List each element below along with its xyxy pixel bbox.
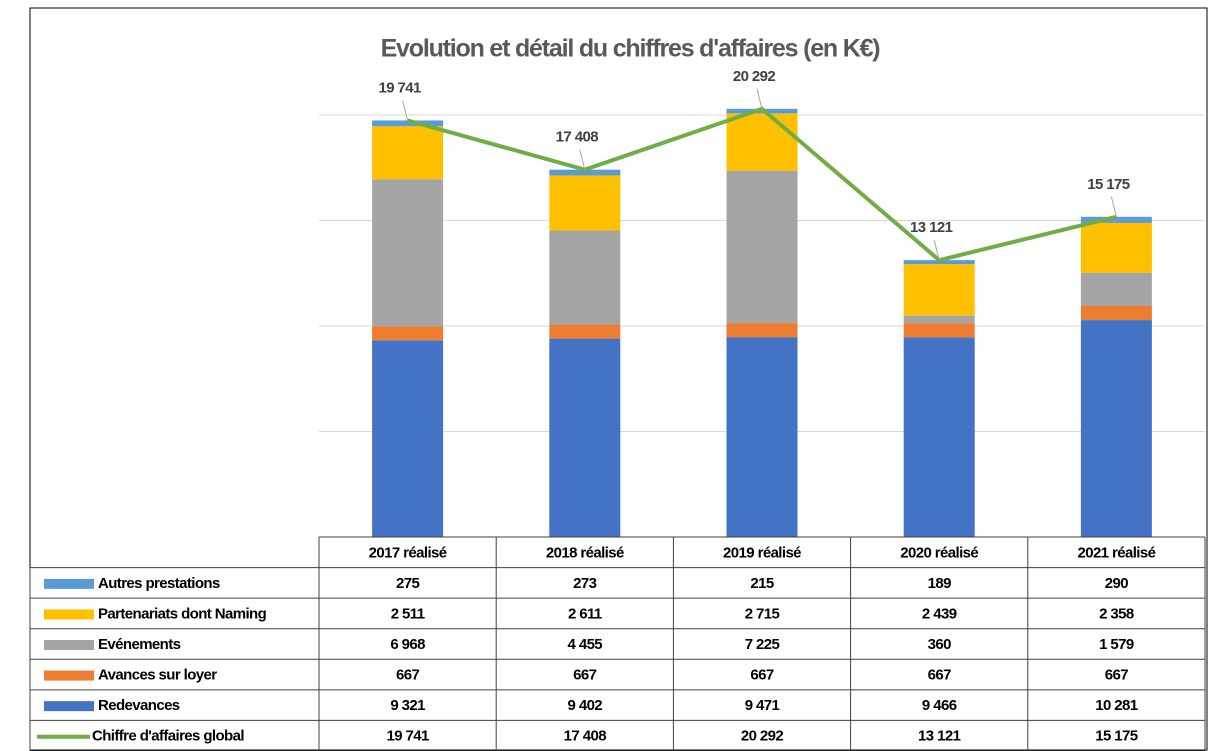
bar-segment — [1080, 320, 1152, 537]
leader-line — [756, 88, 763, 109]
legend-label: Partenariats dont Naming — [98, 605, 267, 622]
bar-segment — [372, 340, 444, 537]
table-cell: 4 455 — [568, 636, 603, 653]
legend-key — [44, 640, 94, 650]
table-cell: 13 121 — [918, 728, 961, 745]
bar-segment — [549, 230, 621, 325]
table-cell: 215 — [750, 575, 773, 592]
table-cell: 19 741 — [386, 728, 429, 745]
bar-segment — [549, 338, 621, 537]
table-cell: 1 579 — [1099, 636, 1134, 653]
table-cell: 9 466 — [922, 697, 957, 714]
leader-line — [579, 149, 586, 170]
legend-label: Avances sur loyer — [98, 667, 217, 684]
legend-label: Autres prestations — [98, 575, 220, 592]
bar-segment — [903, 315, 975, 324]
legend-key — [44, 578, 94, 589]
table-cell: 273 — [573, 575, 596, 592]
bar-segment — [372, 179, 444, 327]
table-cell: 17 408 — [564, 728, 607, 745]
bar-segment — [1080, 222, 1152, 273]
bar-segment — [903, 323, 975, 338]
table-cell: 2 611 — [568, 605, 602, 622]
table-cell: 667 — [396, 667, 419, 684]
table-cell: 189 — [928, 575, 951, 592]
data-label: 19 741 — [378, 79, 421, 96]
x-tick-label: 2017 réalisé — [369, 544, 447, 561]
table-cell: 20 292 — [741, 728, 784, 745]
bar-segment — [549, 175, 621, 231]
bar-segment — [726, 113, 798, 171]
table-cell: 667 — [1105, 667, 1128, 684]
x-tick-label: 2019 réalisé — [723, 544, 801, 561]
x-tick-label: 2020 réalisé — [900, 544, 978, 561]
table-cell: 275 — [396, 575, 419, 592]
table-cell: 360 — [928, 636, 951, 653]
leader-line — [1110, 196, 1117, 217]
data-label: 15 175 — [1087, 176, 1130, 193]
table-cell: 15 175 — [1095, 728, 1138, 745]
legend-label: Evénements — [98, 636, 181, 653]
legend-label: Chiffre d'affaires global — [92, 728, 244, 745]
legend-key — [44, 701, 94, 712]
chart-frame — [29, 7, 1208, 751]
bar-segment — [726, 323, 798, 338]
table-cell: 2 358 — [1099, 605, 1134, 622]
bar-segment — [1080, 216, 1152, 223]
table-cell: 667 — [928, 667, 951, 684]
table-cell: 667 — [750, 667, 773, 684]
table-cell: 9 402 — [568, 697, 603, 714]
data-label: 17 408 — [556, 129, 599, 146]
legend-key — [44, 670, 94, 681]
bar-segment — [903, 337, 975, 537]
bar-segment — [726, 170, 798, 324]
table-cell: 2 715 — [745, 605, 780, 622]
x-tick-label: 2021 réalisé — [1077, 544, 1155, 561]
table-cell: 667 — [573, 667, 596, 684]
table-cell: 10 281 — [1095, 697, 1138, 714]
leader-line — [933, 240, 940, 261]
table-cell: 7 225 — [745, 636, 780, 653]
table-cell: 6 968 — [390, 636, 425, 653]
table-cell: 9 321 — [390, 697, 425, 714]
bar-segment — [549, 169, 621, 176]
bar-segment — [1080, 272, 1152, 306]
bar-segment — [1080, 305, 1152, 321]
leader-line — [402, 100, 409, 121]
bar-segment — [372, 326, 444, 341]
table-cell: 2 511 — [391, 605, 425, 622]
legend-label: Redevances — [98, 697, 180, 714]
table-cell: 2 439 — [922, 605, 957, 622]
legend-key — [44, 609, 94, 620]
table-cell: 290 — [1105, 575, 1128, 592]
bar-segment — [549, 324, 621, 339]
bar-segment — [372, 120, 444, 127]
table-cell: 9 471 — [745, 697, 780, 714]
line — [407, 106, 1117, 263]
bar-segment — [372, 126, 444, 180]
bar-segment — [903, 264, 975, 316]
data-label: 13 121 — [910, 219, 953, 236]
data-label: 20 292 — [733, 68, 776, 85]
chart-title: Evolution et détail du chiffres d'affair… — [381, 35, 881, 63]
bar-segment — [726, 337, 798, 537]
x-tick-label: 2018 réalisé — [546, 544, 624, 561]
